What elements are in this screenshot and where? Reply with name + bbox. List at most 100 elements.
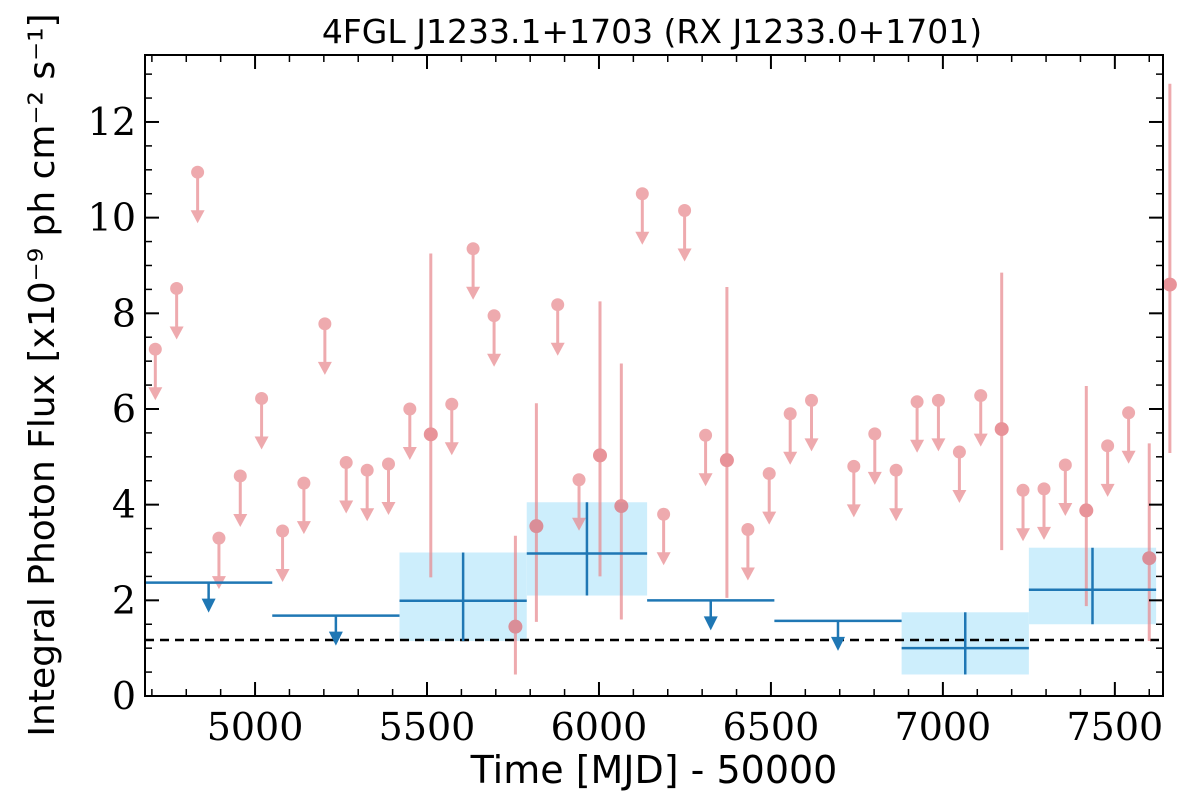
fine-upper-limit-37 [1121, 406, 1136, 464]
fine-upper-limit-point [233, 469, 247, 483]
fine-upper-limit-point [403, 402, 417, 416]
fine-upper-limit-arrow [296, 521, 311, 535]
fine-upper-limit-9 [339, 456, 354, 514]
fine-upper-limit-arrow [973, 433, 988, 447]
coarse-detection-3 [1028, 547, 1157, 625]
y-tick-label: 12 [88, 100, 136, 144]
fine-upper-limit-28 [889, 463, 904, 522]
fine-upper-limit-point [1037, 482, 1051, 496]
fine-upper-limit-point [952, 445, 966, 459]
fine-detection-point [994, 422, 1009, 437]
fine-upper-limit-27 [867, 427, 882, 485]
fine-detection-point [719, 453, 734, 468]
fine-upper-limit-arrow [339, 500, 354, 514]
fine-upper-limit-arrow [148, 387, 163, 401]
fine-detection-point [614, 499, 629, 514]
plot-area [145, 83, 1177, 675]
fine-upper-limit-point [276, 524, 290, 538]
fine-upper-limit-arrow [783, 451, 798, 465]
fine-upper-limit-36 [1100, 439, 1115, 497]
y-axis-label: Integral Photon Flux [x10⁻⁹ ph cm⁻² s⁻¹] [22, 13, 63, 736]
fine-upper-limit-point [847, 459, 861, 473]
fine-upper-limit-point [678, 203, 692, 217]
coarse-detection-1 [526, 502, 648, 596]
x-axis-label: Time [MJD] - 50000 [470, 748, 838, 792]
fine-upper-limit-10 [360, 463, 375, 522]
axis-ticks: 5000 5500 6000 6500 7000 7500 0 2 4 6 8 10 12 [88, 55, 1163, 749]
fine-upper-limit-point [297, 476, 311, 490]
fine-upper-limit-point [191, 165, 205, 179]
fine-upper-limit-arrow [677, 248, 692, 262]
fine-upper-limit-point [148, 342, 162, 356]
fine-upper-limit-arrow [360, 508, 375, 522]
x-tick-label: 5500 [379, 705, 476, 749]
fine-upper-limit-point [635, 187, 649, 201]
fine-detection-0 [423, 253, 438, 578]
fine-upper-limit-3 [211, 531, 226, 590]
fine-upper-limit-point [339, 456, 353, 470]
fine-upper-limit-arrow [402, 446, 417, 460]
fine-upper-limit-34 [1037, 482, 1052, 540]
fine-upper-limit-29 [910, 395, 925, 453]
fine-upper-limit-16 [550, 298, 565, 356]
fine-upper-limit-point [572, 473, 586, 487]
fine-upper-limit-arrow [656, 552, 671, 566]
fine-upper-limit-point [212, 531, 226, 545]
fine-upper-limit-point [551, 298, 565, 312]
fine-detection-5 [719, 287, 734, 598]
coarse-upper-limit-arrow [830, 636, 845, 651]
fine-upper-limit-point [974, 389, 988, 403]
coarse-upper-limit-arrow [201, 598, 216, 613]
fine-upper-limit-point [657, 507, 671, 521]
fine-upper-limit-19 [656, 507, 671, 566]
y-tick-label: 0 [112, 674, 136, 718]
fine-upper-limit-13 [444, 397, 459, 456]
chart-title: 4FGL J1233.1+1703 (RX J1233.0+1701) [322, 12, 982, 51]
fine-upper-limit-11 [381, 457, 396, 515]
fine-upper-limit-point [318, 317, 332, 331]
fine-upper-limit-point [255, 391, 269, 405]
fine-detection-point [1079, 503, 1094, 518]
fine-upper-limit-35 [1058, 458, 1073, 516]
y-tick-label: 10 [88, 196, 136, 240]
fine-detection-point [593, 448, 608, 463]
fine-upper-limit-8 [317, 317, 332, 375]
fine-upper-limit-point [805, 393, 819, 407]
fine-upper-limit-point [381, 457, 395, 471]
fine-upper-limit-14 [466, 242, 481, 300]
fine-upper-limit-arrow [740, 567, 755, 581]
fine-detection-point [423, 427, 438, 442]
fine-upper-limit-arrow [233, 513, 248, 527]
fine-detection-8 [1142, 443, 1157, 641]
fine-upper-limit-arrow [931, 438, 946, 452]
fine-detection-point [1162, 277, 1177, 292]
fine-upper-limit-arrow [466, 286, 481, 300]
fine-upper-limit-26 [846, 459, 861, 518]
y-tick-label: 2 [112, 578, 136, 622]
fine-upper-limit-arrow [867, 471, 882, 485]
fine-upper-limit-17 [572, 473, 587, 531]
fine-detection-3 [593, 301, 608, 577]
fine-upper-limit-23 [762, 467, 777, 525]
fine-upper-limit-arrow [381, 501, 396, 515]
x-tick-label: 6500 [723, 705, 820, 749]
fine-upper-limit-point [1101, 439, 1115, 453]
fine-upper-limit-arrow [846, 504, 861, 518]
fine-upper-limit-arrow [1058, 502, 1073, 516]
fine-upper-limit-arrow [169, 326, 184, 340]
fine-upper-limit-arrow [762, 511, 777, 525]
fine-upper-limit-point [1122, 406, 1136, 420]
fine-upper-limit-point [487, 309, 501, 323]
fine-upper-limit-arrow [444, 442, 459, 456]
fine-upper-limit-1 [169, 281, 184, 340]
fine-upper-limit-20 [677, 203, 692, 262]
x-tick-label: 7500 [1066, 705, 1163, 749]
x-tick-label: 5000 [207, 705, 304, 749]
plot-frame [144, 54, 1164, 697]
fine-upper-limit-arrow [889, 508, 904, 522]
fine-upper-limit-arrow [804, 438, 819, 452]
fine-upper-limit-arrow [1121, 450, 1136, 464]
coarse-upper-limit-3 [774, 619, 902, 651]
fine-upper-limit-arrow [190, 210, 205, 224]
fine-upper-limit-arrow [550, 342, 565, 356]
